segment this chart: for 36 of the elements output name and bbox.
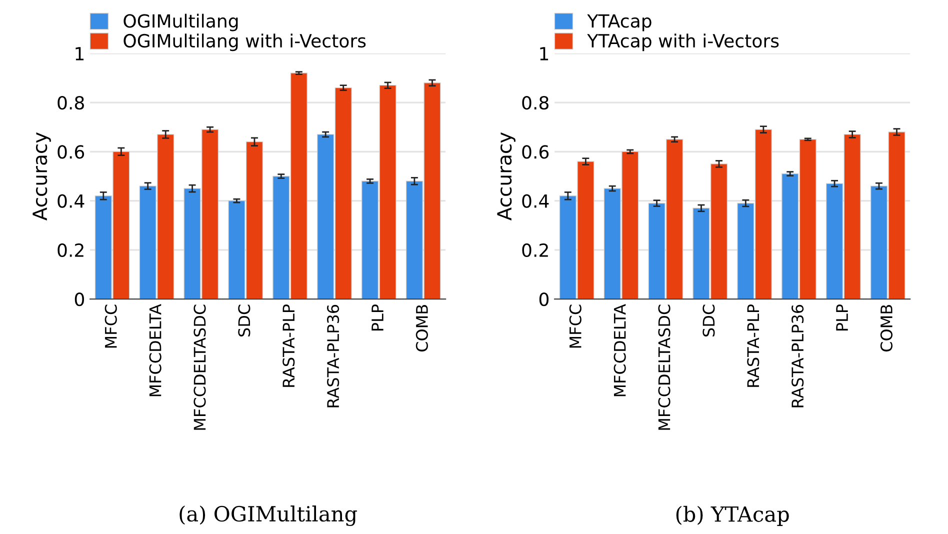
- y-tick-label: 0.4: [58, 194, 84, 208]
- x-tick-label: MFCCDELTA: [614, 304, 626, 396]
- y-tick-label: 0.2: [522, 243, 548, 258]
- y-tick-label: 1: [76, 47, 84, 60]
- x-tick-label: PLP: [836, 304, 848, 330]
- x-tick-label: PLP: [372, 304, 384, 330]
- y-tick-label: 0.2: [58, 243, 84, 258]
- x-tick-label: SDC: [238, 304, 250, 336]
- text: (b) YTAcap: [676, 506, 789, 526]
- y-axis-title: Accuracy: [497, 132, 516, 220]
- x-tick-label: MFCC: [569, 304, 582, 348]
- y-tick-label: 0.8: [58, 96, 84, 110]
- x-tick-label: RASTA-PLP: [282, 304, 295, 387]
- y-tick-label: 0.4: [522, 194, 549, 208]
- x-tick-label: MFCC: [104, 304, 117, 348]
- y-tick-label: 1: [540, 47, 548, 60]
- y-tick-label: 0: [539, 292, 549, 306]
- x-tick-label: RASTA-PLP36: [327, 304, 340, 408]
- x-tick-label: RASTA-PLP36: [792, 304, 804, 408]
- legend-label: OGIMultilang with i-Vectors: [124, 34, 366, 52]
- legend-label: YTAcap with i-Vectors: [587, 34, 779, 52]
- x-tick-label: MFCCDELTASDC: [658, 304, 670, 430]
- text: (a) OGIMultilang: [180, 506, 357, 526]
- y-tick-label: 0.8: [522, 96, 548, 110]
- x-tick-label: RASTA-PLP: [747, 304, 760, 387]
- legend-label: YTAcap: [587, 14, 652, 32]
- y-tick-label: 0.6: [522, 145, 549, 159]
- x-tick-label: COMB: [880, 305, 892, 352]
- x-tick-label: SDC: [702, 304, 715, 336]
- y-tick-label: 0: [74, 292, 84, 306]
- legend-label: OGIMultilang: [124, 14, 238, 32]
- x-tick-label: COMB: [416, 305, 428, 352]
- x-tick-label: MFCCDELTA: [149, 304, 162, 396]
- y-axis-title: Accuracy: [32, 132, 51, 220]
- x-tick-label: MFCCDELTASDC: [194, 304, 206, 430]
- y-tick-label: 0.6: [58, 145, 84, 159]
